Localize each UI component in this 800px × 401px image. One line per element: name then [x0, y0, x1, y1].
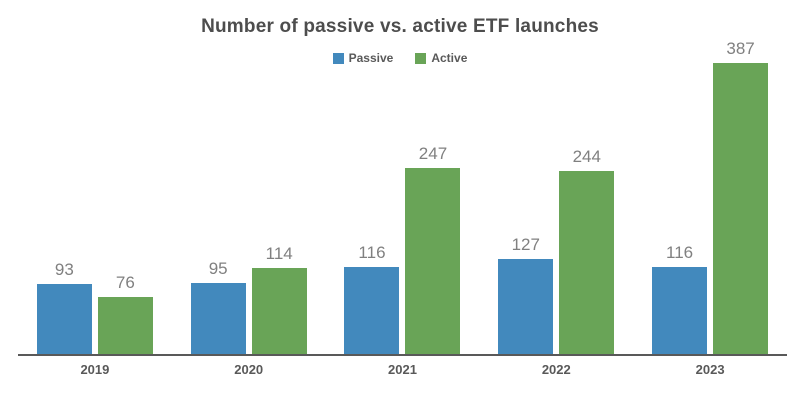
- bar-value-label: 76: [115, 273, 135, 293]
- legend-swatch-passive: [332, 52, 344, 64]
- bar-cell: 114: [251, 244, 307, 354]
- bar-cell: 247: [405, 144, 461, 354]
- x-tick-label-2023: 2023: [695, 362, 725, 377]
- bar-value-label: 114: [265, 244, 293, 264]
- bar-cell: 95: [190, 259, 246, 354]
- bar-value-label: 93: [54, 260, 74, 280]
- bar-passive-2023: [652, 267, 708, 354]
- bar-group-2022: 127 244: [479, 30, 633, 354]
- bar-passive-2020: [190, 283, 246, 354]
- chart-legend: Passive Active: [0, 51, 800, 65]
- bar-passive-2021: [344, 267, 400, 354]
- legend-item-active: Active: [415, 51, 467, 65]
- bar-passive-2019: [36, 284, 92, 354]
- bar-active-2022: [559, 171, 615, 354]
- x-tick-label-2022: 2022: [541, 362, 571, 377]
- bar-active-2021: [405, 168, 461, 354]
- bar-cell: 93: [36, 260, 92, 354]
- bar-group-2019: 93 76: [18, 30, 172, 354]
- chart-title: Number of passive vs. active ETF launche…: [201, 16, 599, 37]
- x-axis-labels: 2019 2020 2021 2022 2023: [18, 362, 787, 377]
- legend-label: Passive: [348, 51, 394, 65]
- bar-active-2019: [97, 297, 153, 354]
- bar-value-label: 116: [666, 243, 694, 263]
- bar-value-label: 387: [726, 39, 755, 59]
- bar-group-2023: 116 387: [633, 30, 787, 354]
- bar-value-label: 244: [572, 147, 601, 167]
- bar-cell: 127: [498, 235, 554, 354]
- legend-swatch-active: [415, 52, 427, 64]
- bar-cell: 76: [97, 273, 153, 354]
- legend-item-passive: Passive: [332, 51, 394, 65]
- legend-label: Active: [431, 51, 468, 65]
- bar-cell: 387: [713, 39, 769, 354]
- bar-group-2021: 116 247: [326, 30, 480, 354]
- x-tick-label-2019: 2019: [80, 362, 110, 377]
- bar-passive-2022: [498, 259, 554, 354]
- bar-cell: 116: [344, 243, 400, 354]
- x-tick-label-2020: 2020: [234, 362, 264, 377]
- bar-active-2020: [251, 268, 307, 354]
- bar-value-label: 127: [511, 235, 540, 255]
- plot-area: 93 76 95 114 116 247 127 244 116 387: [18, 30, 787, 356]
- bar-value-label: 247: [418, 144, 448, 164]
- x-tick-label-2021: 2021: [388, 362, 417, 377]
- bar-group-2020: 95 114: [172, 30, 326, 354]
- bar-cell: 116: [652, 243, 708, 354]
- bar-cell: 244: [559, 147, 615, 354]
- bar-value-label: 95: [208, 259, 228, 279]
- bar-value-label: 116: [358, 243, 386, 263]
- bar-active-2023: [713, 63, 769, 354]
